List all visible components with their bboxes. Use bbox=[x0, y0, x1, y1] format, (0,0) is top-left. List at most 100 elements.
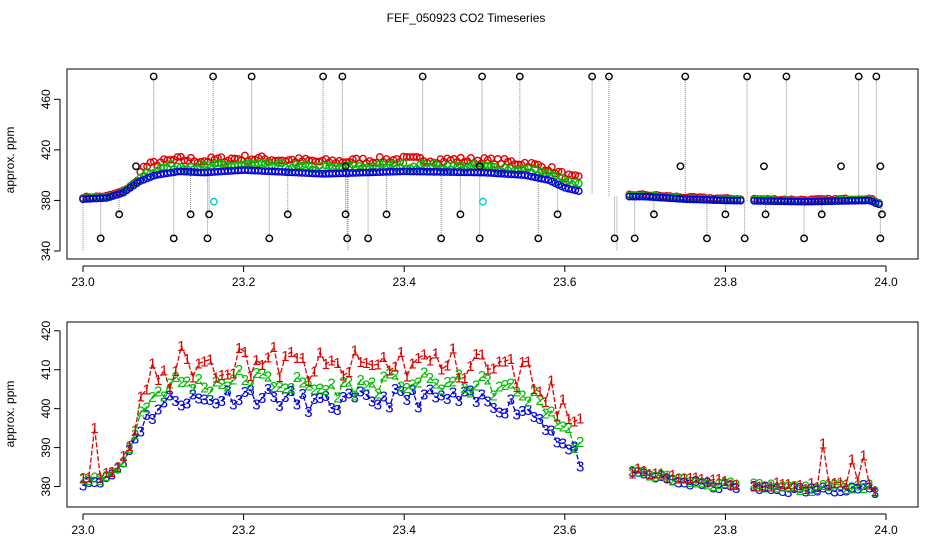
outlier-point bbox=[872, 72, 881, 81]
series-2-digit-marker: 2 bbox=[669, 473, 677, 490]
bottom-x-tick-label: 23.6 bbox=[553, 523, 577, 537]
outlier-point bbox=[676, 162, 685, 171]
series-2-digit-marker: 2 bbox=[177, 374, 185, 391]
series-3-digit-marker: 3 bbox=[223, 382, 231, 399]
series-2-digit-marker: 2 bbox=[524, 394, 532, 411]
series-3-digit-marker: 3 bbox=[385, 400, 393, 417]
series-1-digit-marker: 1 bbox=[379, 349, 387, 366]
series-1-digit-marker: 1 bbox=[327, 352, 335, 369]
series-3-digit-marker: 3 bbox=[333, 402, 341, 419]
series-3-digit-marker: 3 bbox=[761, 478, 769, 495]
series-2-digit-marker: 2 bbox=[478, 368, 486, 385]
series-1-digit-marker: 1 bbox=[507, 351, 515, 368]
series-1-digit-marker: 1 bbox=[559, 391, 567, 408]
series-1-point bbox=[315, 157, 323, 166]
series-1-digit-marker: 1 bbox=[460, 370, 468, 387]
outlier-point bbox=[837, 162, 845, 171]
bottom-x-tick-label: 23.0 bbox=[71, 523, 95, 537]
outlier-point bbox=[149, 72, 158, 81]
series-1-digit-marker: 1 bbox=[304, 373, 312, 390]
series-1-digit-marker: 1 bbox=[680, 471, 688, 488]
bottom-x-tick-label: 23.4 bbox=[393, 523, 417, 537]
series-1-point bbox=[240, 151, 249, 160]
series-3-digit-marker: 3 bbox=[802, 484, 810, 501]
top-y-tick-label: 460 bbox=[39, 89, 53, 109]
series-2-digit-marker: 2 bbox=[501, 377, 509, 394]
series-3-point bbox=[871, 199, 880, 207]
series-2-digit-marker: 2 bbox=[813, 481, 821, 498]
series-3-digit-marker: 3 bbox=[484, 393, 492, 410]
series-1-digit-marker: 1 bbox=[726, 477, 734, 494]
series-1-digit-marker: 1 bbox=[356, 354, 364, 371]
top-plot-frame bbox=[66, 68, 919, 260]
series-3-digit-marker: 3 bbox=[304, 404, 312, 421]
series-1-digit-marker: 1 bbox=[154, 372, 162, 389]
series-2-digit-marker: 2 bbox=[802, 479, 810, 496]
series-2-point bbox=[375, 160, 384, 168]
series-2-digit-marker: 2 bbox=[379, 369, 387, 386]
series-1-digit-marker: 1 bbox=[553, 409, 561, 426]
outlier-point bbox=[186, 210, 195, 219]
series-2-digit-marker: 2 bbox=[223, 379, 231, 396]
series-1-line bbox=[82, 344, 876, 492]
top-x-tick-label: 24.0 bbox=[874, 275, 898, 289]
series-3-digit-marker: 3 bbox=[709, 479, 717, 496]
series-2-digit-marker: 2 bbox=[663, 468, 671, 485]
series-1-digit-marker: 1 bbox=[784, 476, 792, 493]
series-1-point bbox=[531, 160, 539, 168]
series-1-digit-marker: 1 bbox=[299, 350, 307, 367]
series-2-digit-marker: 2 bbox=[264, 369, 272, 386]
series-1-digit-marker: 1 bbox=[871, 483, 879, 500]
series-2-digit-marker: 2 bbox=[848, 480, 856, 497]
top-data-points bbox=[79, 72, 886, 243]
series-1-digit-marker: 1 bbox=[171, 363, 179, 380]
series-2-digit-marker: 2 bbox=[183, 373, 191, 390]
series-3-digit-marker: 3 bbox=[553, 435, 561, 452]
series-2-digit-marker: 2 bbox=[351, 388, 359, 405]
series-3-digit-marker: 3 bbox=[194, 390, 202, 407]
series-3-digit-marker: 3 bbox=[397, 383, 405, 400]
series-2-point bbox=[200, 161, 209, 170]
outlier-point bbox=[878, 210, 886, 219]
series-1-digit-marker: 1 bbox=[755, 478, 763, 495]
series-1-digit-marker: 1 bbox=[449, 341, 457, 358]
outlier-point bbox=[721, 210, 730, 219]
series-1-digit-marker: 1 bbox=[645, 466, 653, 483]
outlier-point bbox=[605, 72, 613, 81]
series-3-digit-marker: 3 bbox=[651, 470, 659, 487]
series-2-digit-marker: 2 bbox=[865, 477, 873, 494]
series-2-digit-marker: 2 bbox=[755, 476, 763, 493]
series-2-digit-marker: 2 bbox=[171, 369, 179, 386]
series-3-digit-marker: 3 bbox=[697, 476, 705, 493]
series-1-digit-marker: 1 bbox=[408, 355, 416, 372]
series-3-digit-marker: 3 bbox=[489, 400, 497, 417]
series-2-digit-marker: 2 bbox=[443, 374, 451, 391]
series-2-digit-marker: 2 bbox=[385, 366, 393, 383]
series-1-digit-marker: 1 bbox=[842, 476, 850, 493]
series-1-digit-marker: 1 bbox=[859, 447, 867, 464]
series-1-digit-marker: 1 bbox=[484, 361, 492, 378]
series-2-point bbox=[274, 159, 283, 168]
series-1-digit-marker: 1 bbox=[674, 470, 682, 487]
series-3-digit-marker: 3 bbox=[90, 474, 98, 491]
series-3-digit-marker: 3 bbox=[518, 403, 526, 420]
series-1-digit-marker: 1 bbox=[119, 448, 127, 465]
series-3-digit-marker: 3 bbox=[229, 397, 237, 414]
series-2-digit-marker: 2 bbox=[148, 389, 156, 406]
bottom-y-tick-label: 380 bbox=[39, 476, 53, 496]
series-2-line bbox=[82, 368, 876, 493]
series-2-digit-marker: 2 bbox=[830, 476, 838, 493]
cyan-point bbox=[209, 197, 218, 206]
series-2-digit-marker: 2 bbox=[252, 365, 260, 382]
series-3-point bbox=[736, 196, 745, 205]
series-2-digit-marker: 2 bbox=[449, 374, 457, 391]
series-2-digit-marker: 2 bbox=[715, 476, 723, 493]
series-3-digit-marker: 3 bbox=[547, 422, 555, 439]
series-3-digit-marker: 3 bbox=[512, 407, 520, 424]
series-3-digit-marker: 3 bbox=[842, 483, 850, 500]
series-3-digit-marker: 3 bbox=[235, 392, 243, 409]
series-1-digit-marker: 1 bbox=[142, 381, 150, 398]
series-3-digit-marker: 3 bbox=[773, 481, 781, 498]
outlier-point bbox=[650, 210, 658, 219]
outlier-point bbox=[475, 234, 484, 243]
